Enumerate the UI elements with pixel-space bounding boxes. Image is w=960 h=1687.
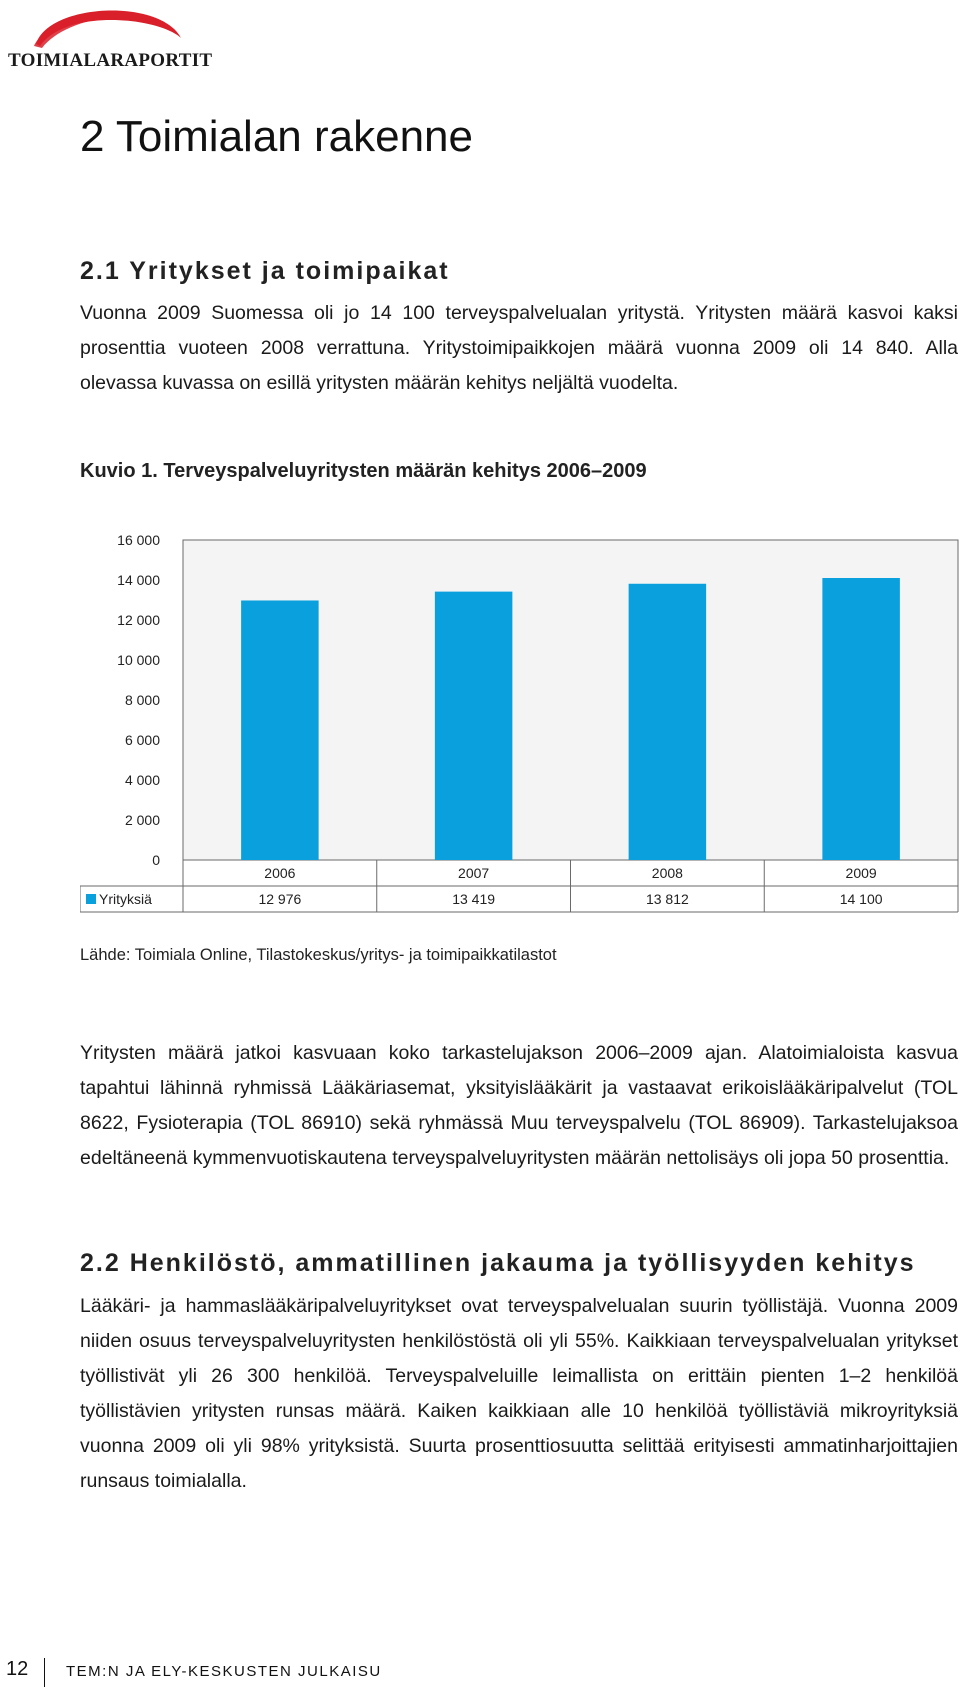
bar-2009 xyxy=(822,578,900,860)
toimialaraportit-logo: TOIMIALARAPORTIT xyxy=(6,4,212,74)
data-value-label: 13 812 xyxy=(646,891,689,907)
data-value-label: 12 976 xyxy=(258,891,301,907)
section-heading-2-2: 2.2 Henkilöstö, ammatillinen jakauma ja … xyxy=(80,1249,916,1277)
page-footer: 12 TEM:N JA ELY-KESKUSTEN JULKAISU xyxy=(0,1658,960,1687)
figure-label: Kuvio 1. xyxy=(80,460,158,482)
section-2-2-paragraph: Lääkäri- ja hammaslääkäripalveluyritykse… xyxy=(80,1295,958,1492)
x-category-label: 2006 xyxy=(264,865,295,881)
y-tick-label: 0 xyxy=(152,852,160,868)
legend-label: Yrityksiä xyxy=(99,891,152,907)
figure-title: Terveyspalveluyritysten määrän kehitys 2… xyxy=(163,460,647,482)
y-tick-label: 16 000 xyxy=(117,532,160,548)
logo-swoosh-icon xyxy=(34,10,181,48)
data-value-label: 13 419 xyxy=(452,891,495,907)
footer-divider xyxy=(44,1658,45,1687)
y-tick-label: 8 000 xyxy=(125,692,160,708)
y-tick-label: 12 000 xyxy=(117,612,160,628)
bar-2008 xyxy=(628,583,707,860)
bar-chart-svg: 0 2 000 4 000 6 000 8 000 10 000 12 000 14 000 1… xyxy=(79,532,959,913)
section-2-1-body: Yritysten määrä jatkoi kasvuaan koko tar… xyxy=(80,1042,958,1169)
bar-2007 xyxy=(434,591,513,860)
section-2-1-paragraph: Vuonna 2009 Suomessa oli jo 14 100 terve… xyxy=(80,302,958,394)
page-number: 12 xyxy=(6,1658,29,1680)
legend-key xyxy=(86,894,96,904)
y-tick-label: 6 000 xyxy=(125,732,160,748)
x-category-label: 2007 xyxy=(458,865,489,881)
bar-chart: 0 2 000 4 000 6 000 8 000 10 000 12 000 14 000 1… xyxy=(79,520,960,920)
section-heading-2-1: 2.1 Yritykset ja toimipaikat xyxy=(80,257,450,285)
chapter-heading: 2 Toimialan rakenne xyxy=(80,112,473,161)
figure-source: Lähde: Toimiala Online, Tilastokeskus/yr… xyxy=(80,946,557,964)
logo-text: TOIMIALARAPORTIT xyxy=(8,50,213,71)
data-value-label: 14 100 xyxy=(840,891,883,907)
x-category-label: 2008 xyxy=(652,865,683,881)
y-tick-label: 4 000 xyxy=(125,772,160,788)
x-category-label: 2009 xyxy=(846,865,877,881)
bar-2006 xyxy=(241,600,319,860)
figure-caption: Kuvio 1. Terveyspalveluyritysten määrän … xyxy=(80,460,647,483)
y-tick-label: 2 000 xyxy=(125,812,160,828)
y-tick-label: 14 000 xyxy=(117,572,160,588)
publication-name: TEM:N JA ELY-KESKUSTEN JULKAISU xyxy=(66,1663,382,1680)
y-tick-label: 10 000 xyxy=(117,652,160,668)
